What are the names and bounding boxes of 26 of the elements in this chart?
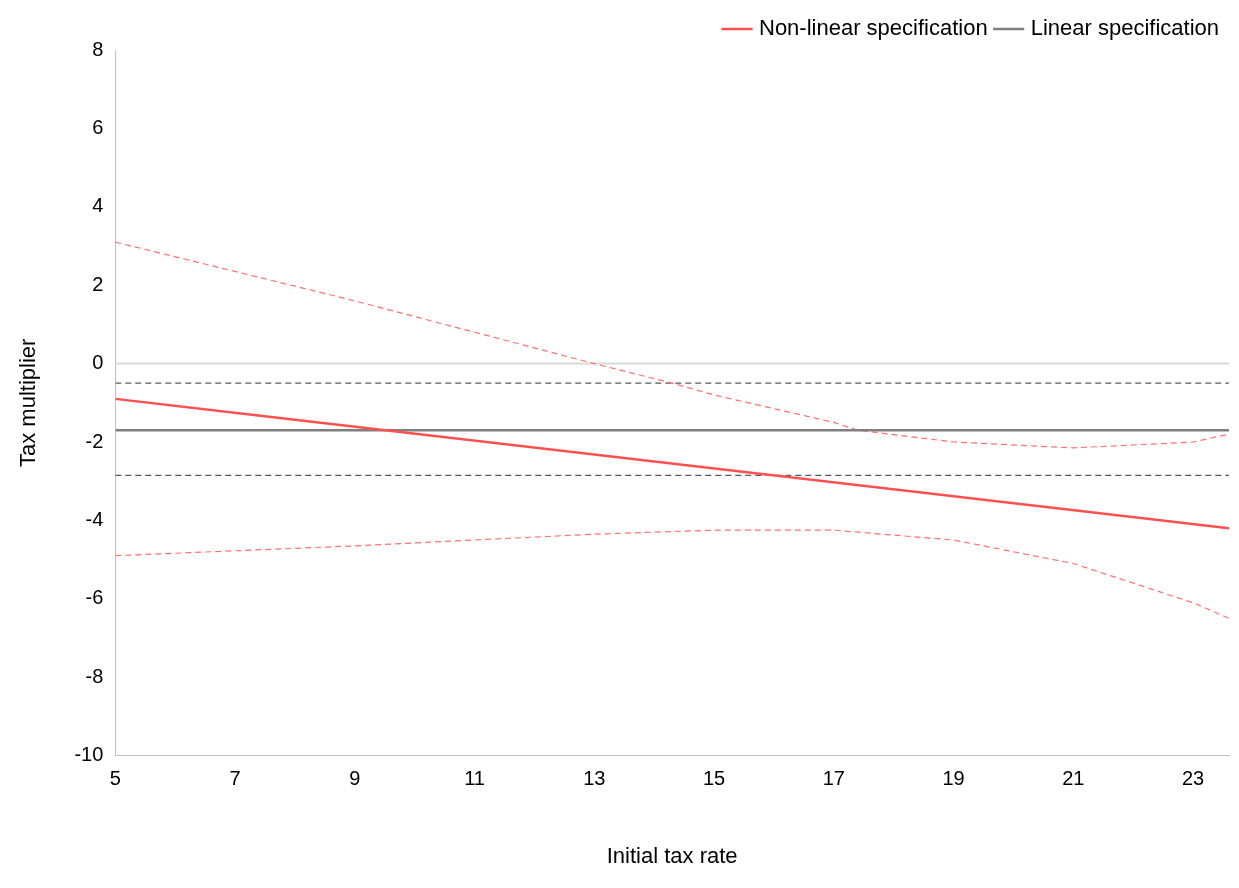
x-tick-label: 9 <box>349 767 361 790</box>
y-tick-label: 8 <box>92 37 104 60</box>
x-tick-label: 17 <box>822 767 845 790</box>
x-tick-label: 21 <box>1062 767 1085 790</box>
x-tick-label: 13 <box>583 767 606 790</box>
y-tick-label: 0 <box>92 351 104 374</box>
y-tick-label: -10 <box>74 743 104 766</box>
x-tick-label: 23 <box>1181 767 1205 790</box>
y-tick-label: 4 <box>92 194 104 217</box>
line-series <box>115 241 1229 449</box>
x-tick-label: 11 <box>464 767 485 790</box>
y-axis-title: Tax multiplier <box>15 338 41 467</box>
x-tick-label: 15 <box>702 767 726 790</box>
y-tick-label: -8 <box>85 664 104 687</box>
legend-label: Non-linear specification <box>759 15 988 41</box>
y-tick-label: -4 <box>85 507 104 530</box>
y-tick-label: -6 <box>85 586 104 609</box>
y-tick-label: 2 <box>92 272 104 295</box>
x-axis-title: Initial tax rate <box>606 842 738 868</box>
legend-label: Linear specification <box>1030 15 1220 41</box>
x-tick-label: 7 <box>229 767 241 790</box>
y-tick-label: 6 <box>92 115 104 138</box>
y-tick-label: -2 <box>85 429 104 452</box>
x-tick-label: 5 <box>109 767 121 790</box>
line-series <box>115 529 1229 619</box>
x-tick-label: 19 <box>942 767 965 790</box>
